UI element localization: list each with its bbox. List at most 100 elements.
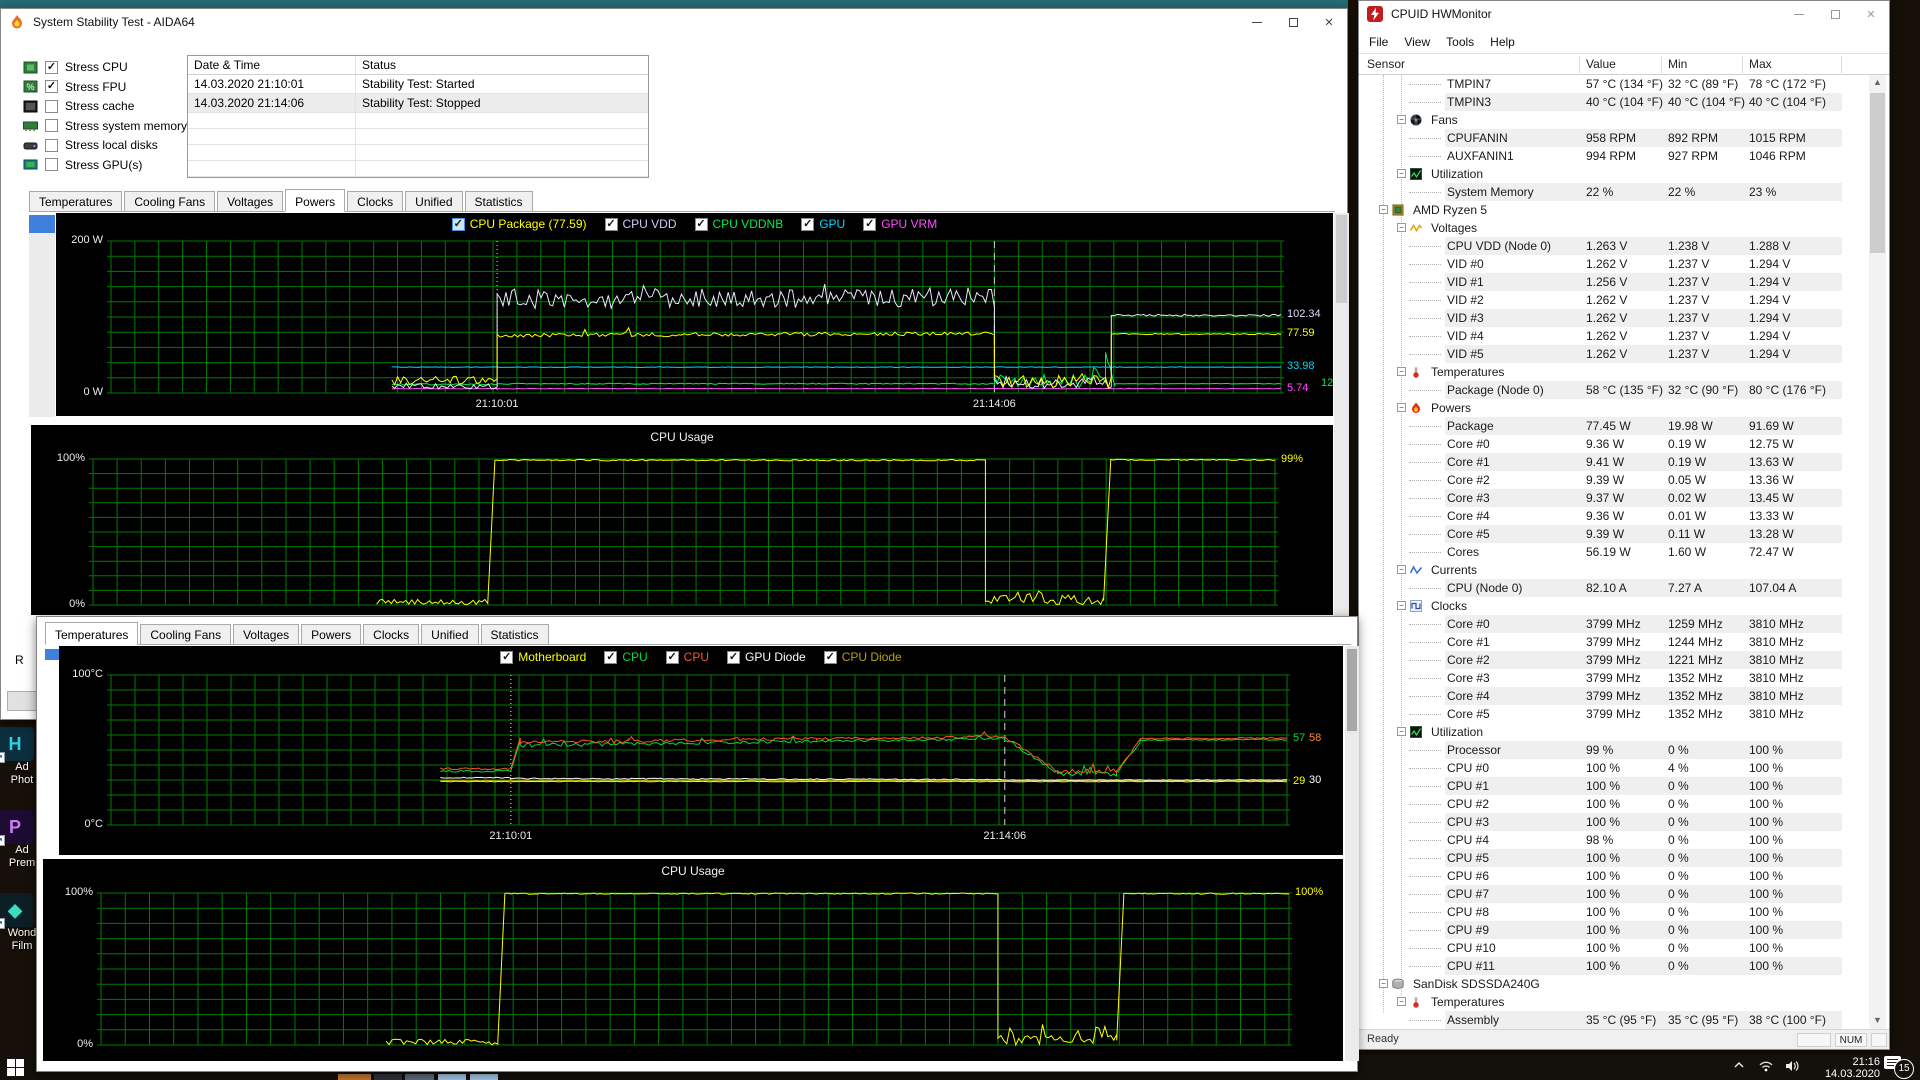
tree-group-row[interactable]: − Temperatures — [1359, 993, 1871, 1011]
legend-checkbox[interactable] — [665, 650, 679, 664]
legend-checkbox[interactable] — [823, 650, 837, 664]
partial-button[interactable] — [7, 691, 37, 711]
close-button[interactable]: ✕ — [1324, 16, 1334, 29]
menu-tools[interactable]: Tools — [1446, 35, 1475, 49]
tree-group-row[interactable]: − Currents — [1359, 561, 1871, 579]
tree-collapse-toggle[interactable]: − — [1397, 115, 1406, 124]
tree-collapse-toggle[interactable]: − — [1397, 367, 1406, 376]
tab-clocks[interactable]: Clocks — [347, 191, 404, 211]
tab-cooling-fans[interactable]: Cooling Fans — [124, 191, 216, 211]
tree-leaf-row[interactable]: Core #3 9.37 W 0.02 W 13.45 W — [1359, 489, 1871, 507]
tree-leaf-row[interactable]: System Memory 22 % 22 % 23 % — [1359, 183, 1871, 201]
tree-leaf-row[interactable]: CPU #1 100 % 0 % 100 % — [1359, 777, 1871, 795]
stress-checkbox[interactable] — [45, 119, 58, 132]
legend-checkbox[interactable] — [500, 650, 514, 664]
col-max[interactable]: Max — [1749, 57, 1772, 71]
col-value[interactable]: Value — [1586, 57, 1616, 71]
stress-option-hdd[interactable]: Stress local disks — [23, 137, 158, 153]
tree-leaf-row[interactable]: Core #1 9.41 W 0.19 W 13.63 W — [1359, 453, 1871, 471]
tree-leaf-row[interactable]: VID #1 1.256 V 1.237 V 1.294 V — [1359, 273, 1871, 291]
maximize-button[interactable] — [1275, 9, 1311, 35]
log-col-datetime[interactable]: Date & Time — [188, 56, 356, 74]
tab-statistics[interactable]: Statistics — [480, 624, 549, 644]
tree-collapse-toggle[interactable]: − — [1397, 601, 1406, 610]
tree-leaf-row[interactable]: Core #0 9.36 W 0.19 W 12.75 W — [1359, 435, 1871, 453]
tree-leaf-row[interactable]: Package 77.45 W 19.98 W 91.69 W — [1359, 417, 1871, 435]
tree-leaf-row[interactable]: CPUFANIN 958 RPM 892 RPM 1015 RPM — [1359, 129, 1871, 147]
tree-leaf-row[interactable]: Core #2 9.39 W 0.05 W 13.36 W — [1359, 471, 1871, 489]
log-row[interactable]: 14.03.2020 21:10:01 Stability Test: Start… — [188, 75, 648, 94]
tree-leaf-row[interactable]: CPU (Node 0) 82.10 A 7.27 A 107.04 A — [1359, 579, 1871, 597]
tree-group-row[interactable]: − Clocks — [1359, 597, 1871, 615]
log-row[interactable]: 14.03.2020 21:14:06 Stability Test: Stopp… — [188, 94, 648, 113]
tab-temperatures[interactable]: Temperatures — [45, 622, 139, 645]
stress-option-mem[interactable]: Stress system memory — [23, 118, 187, 134]
tree-group-row[interactable]: − Temperatures — [1359, 363, 1871, 381]
taskbar-app-button[interactable] — [470, 1074, 498, 1080]
menu-help[interactable]: Help — [1490, 35, 1515, 49]
tab-voltages[interactable]: Voltages — [233, 624, 300, 644]
legend-checkbox[interactable] — [604, 650, 618, 664]
tree-leaf-row[interactable]: Core #4 3799 MHz 1352 MHz 3810 MHz — [1359, 687, 1871, 705]
tray-clock[interactable]: 21:16 14.03.2020 — [1808, 1056, 1880, 1080]
tree-leaf-row[interactable]: Assembly 35 °C (95 °F) 35 °C (95 °F) 38 °C … — [1359, 1011, 1871, 1029]
stress-checkbox[interactable] — [45, 99, 58, 113]
tree-leaf-row[interactable]: Core #5 3799 MHz 1352 MHz 3810 MHz — [1359, 705, 1871, 723]
tree-leaf-row[interactable]: CPU #10 100 % 0 % 100 % — [1359, 939, 1871, 957]
tree-leaf-row[interactable]: CPU #11 100 % 0 % 100 % — [1359, 957, 1871, 975]
col-min[interactable]: Min — [1668, 57, 1688, 71]
scroll-up-arrow[interactable]: ▲ — [1873, 77, 1882, 87]
tree-group-row[interactable]: − Powers — [1359, 399, 1871, 417]
taskbar-app-button[interactable] — [338, 1074, 371, 1080]
tree-group-row[interactable]: − AMD Ryzen 5 — [1359, 201, 1871, 219]
legend-checkbox[interactable] — [863, 217, 877, 231]
tree-leaf-row[interactable]: VID #2 1.262 V 1.237 V 1.294 V — [1359, 291, 1871, 309]
tray-chevron-up-icon[interactable] — [1732, 1058, 1746, 1077]
tab-voltages[interactable]: Voltages — [217, 191, 284, 211]
tray-wifi-icon[interactable] — [1758, 1059, 1774, 1078]
taskbar-app-button[interactable] — [374, 1074, 402, 1080]
legend-checkbox[interactable] — [801, 217, 815, 231]
aida64-titlebar[interactable]: System Stability Test - AIDA64 ✕ — [1, 9, 1347, 35]
tree-leaf-row[interactable]: Core #4 9.36 W 0.01 W 13.33 W — [1359, 507, 1871, 525]
tab-clocks[interactable]: Clocks — [363, 624, 420, 644]
stress-checkbox[interactable] — [45, 60, 58, 74]
left-panel-scrollbar[interactable] — [29, 215, 55, 417]
tree-leaf-row[interactable]: VID #5 1.262 V 1.237 V 1.294 V — [1359, 345, 1871, 363]
stress-option-gpu[interactable]: Stress GPU(s) — [23, 157, 142, 173]
left-panel-scroll-thumb[interactable] — [29, 215, 55, 233]
taskbar-app-button[interactable] — [405, 1074, 434, 1080]
window2-scrollbar[interactable] — [1345, 646, 1359, 1061]
tree-leaf-row[interactable]: Package (Node 0) 58 °C (135 °F) 32 °C (90 … — [1359, 381, 1871, 399]
tree-collapse-toggle[interactable]: − — [1397, 223, 1406, 232]
tree-leaf-row[interactable]: TMPIN7 57 °C (134 °F) 32 °C (89 °F) 78 °C (… — [1359, 75, 1871, 93]
minimize-button[interactable] — [1239, 9, 1275, 35]
left-panel-scroll-thumb-2[interactable] — [45, 649, 69, 660]
tree-collapse-toggle[interactable]: − — [1379, 979, 1388, 988]
tree-collapse-toggle[interactable]: − — [1397, 565, 1406, 574]
tree-leaf-row[interactable]: CPU #3 100 % 0 % 100 % — [1359, 813, 1871, 831]
tree-leaf-row[interactable]: Core #3 3799 MHz 1352 MHz 3810 MHz — [1359, 669, 1871, 687]
start-button[interactable] — [6, 1058, 30, 1078]
legend-checkbox[interactable] — [604, 217, 618, 231]
tree-leaf-row[interactable]: CPU #9 100 % 0 % 100 % — [1359, 921, 1871, 939]
close-button[interactable]: ✕ — [1866, 8, 1876, 21]
scroll-down-arrow[interactable]: ▼ — [1873, 1015, 1882, 1025]
log-col-status[interactable]: Status — [362, 58, 397, 72]
tree-leaf-row[interactable]: VID #0 1.262 V 1.237 V 1.294 V — [1359, 255, 1871, 273]
tree-leaf-row[interactable]: CPU #4 98 % 0 % 100 % — [1359, 831, 1871, 849]
tree-collapse-toggle[interactable]: − — [1397, 997, 1406, 1006]
tree-leaf-row[interactable]: Core #1 3799 MHz 1244 MHz 3810 MHz — [1359, 633, 1871, 651]
stress-checkbox[interactable] — [45, 138, 58, 152]
tree-leaf-row[interactable]: CPU #6 100 % 0 % 100 % — [1359, 867, 1871, 885]
menu-view[interactable]: View — [1404, 35, 1431, 49]
maximize-button[interactable] — [1817, 1, 1853, 27]
stress-option-fpu[interactable]: % Stress FPU — [23, 79, 126, 95]
hwmonitor-scrollbar[interactable]: ▲ ▼ — [1869, 75, 1886, 1029]
tree-group-row[interactable]: − SanDisk SDSSDA240G — [1359, 975, 1871, 993]
legend-checkbox[interactable] — [694, 217, 708, 231]
tree-collapse-toggle[interactable]: − — [1397, 727, 1406, 736]
tray-volume-icon[interactable] — [1784, 1059, 1800, 1078]
